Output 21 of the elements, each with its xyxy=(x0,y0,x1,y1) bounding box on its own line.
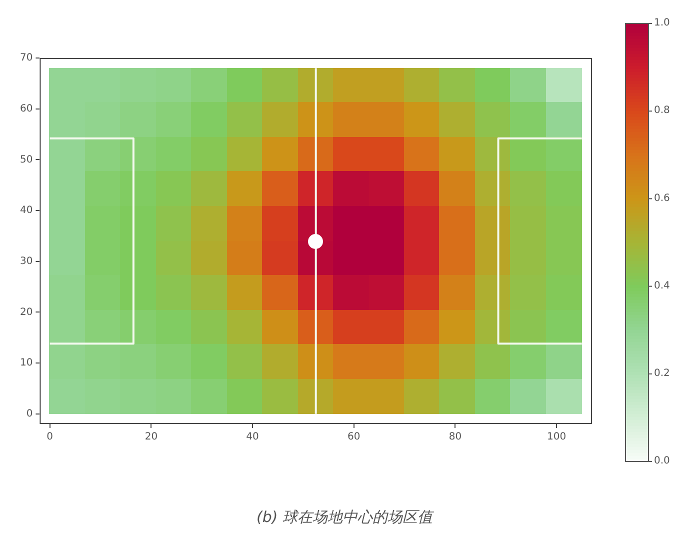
y-tick-label: 20 xyxy=(20,306,33,318)
x-tick-label: 40 xyxy=(246,432,259,443)
x-tick-label: 60 xyxy=(347,432,360,443)
y-tick-label: 50 xyxy=(20,154,33,166)
color-bar-label: 0.8 xyxy=(654,105,670,116)
x-tick-label: 0 xyxy=(46,432,54,443)
text: (b) 球在场地中心的场区值 xyxy=(256,507,435,527)
x-tick-label: 100 xyxy=(546,432,566,443)
color-bar-label: 1.0 xyxy=(654,18,670,29)
color-bar-label: 0.6 xyxy=(654,192,670,204)
y-tick-label: 60 xyxy=(20,103,33,114)
x-tick-label: 80 xyxy=(448,432,462,443)
color-bar-label: 0.0 xyxy=(654,456,670,467)
y-tick-label: 30 xyxy=(20,256,33,267)
y-tick-label: 40 xyxy=(20,205,33,216)
y-tick-label: 70 xyxy=(20,52,33,64)
y-tick-label: 0 xyxy=(26,408,33,420)
x-tick-label: 20 xyxy=(144,432,158,443)
y-tick-label: 10 xyxy=(20,358,33,369)
color-bar-label: 0.2 xyxy=(654,368,670,379)
color-bar-label: 0.4 xyxy=(654,280,670,292)
